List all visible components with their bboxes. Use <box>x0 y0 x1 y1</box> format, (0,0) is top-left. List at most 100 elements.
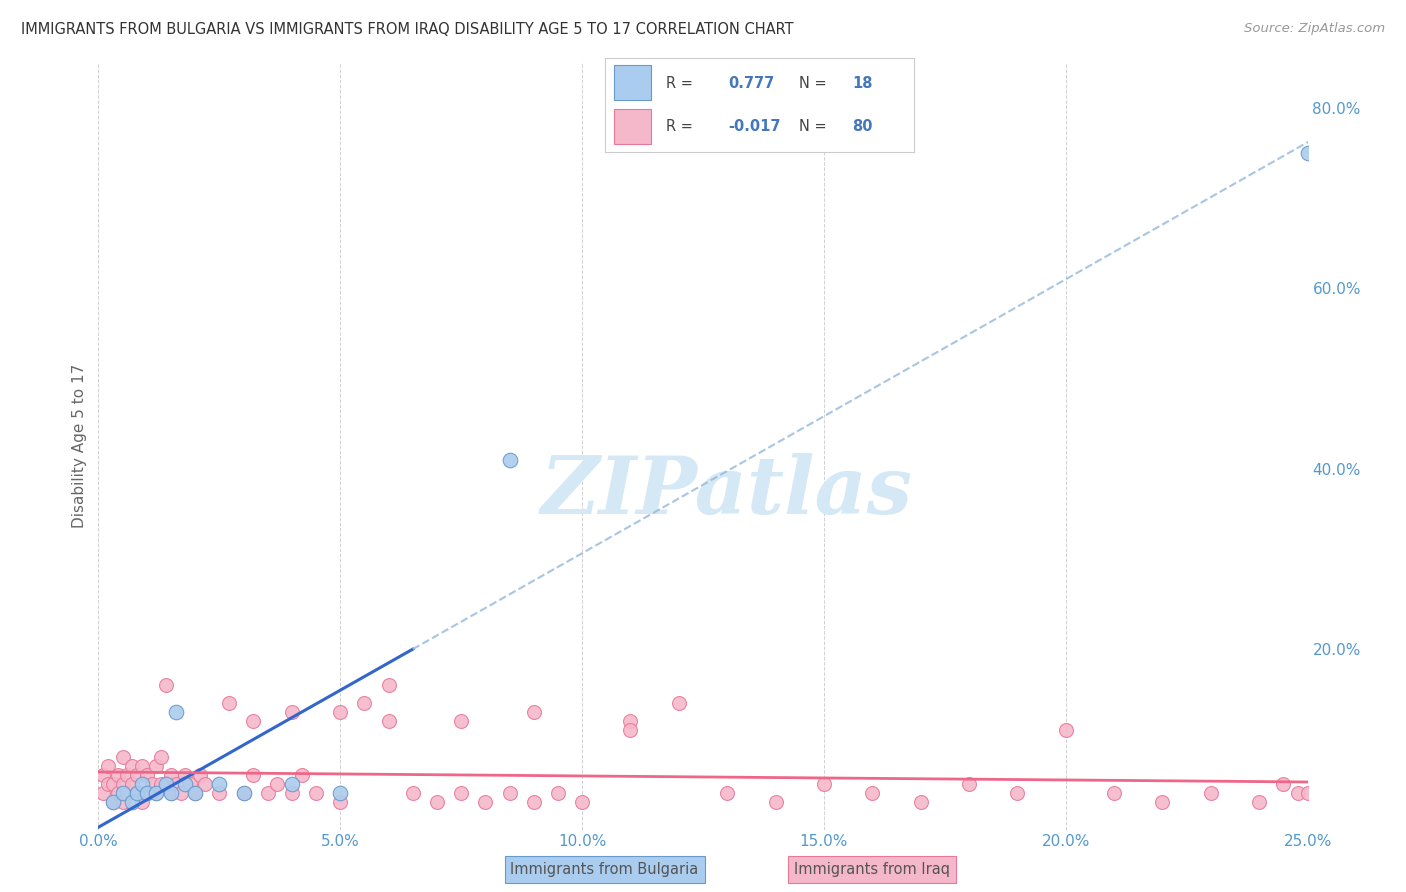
Text: Immigrants from Bulgaria: Immigrants from Bulgaria <box>510 863 699 877</box>
Point <box>111 777 134 791</box>
Point <box>121 796 143 810</box>
Point <box>117 768 139 782</box>
Point <box>145 759 167 773</box>
Point <box>194 777 217 791</box>
Point <box>107 787 129 801</box>
Point <box>141 777 163 791</box>
Point <box>111 796 134 810</box>
Point <box>179 777 201 791</box>
Point <box>242 714 264 729</box>
Point <box>281 787 304 801</box>
Point <box>165 777 187 791</box>
Text: Source: ZipAtlas.com: Source: ZipAtlas.com <box>1244 22 1385 36</box>
Point <box>150 777 173 791</box>
Point <box>131 777 153 791</box>
Point <box>547 787 569 801</box>
Point <box>127 768 149 782</box>
Point <box>232 787 254 801</box>
Y-axis label: Disability Age 5 to 17: Disability Age 5 to 17 <box>72 364 87 528</box>
Point <box>1199 787 1222 801</box>
Point <box>174 777 197 791</box>
Point <box>155 678 177 692</box>
Point <box>290 768 312 782</box>
Point <box>256 787 278 801</box>
Point <box>165 705 187 719</box>
Point <box>523 705 546 719</box>
Point <box>813 777 835 791</box>
Point <box>97 777 120 791</box>
Point <box>111 750 134 764</box>
Point <box>107 768 129 782</box>
Point <box>127 787 149 801</box>
Point <box>174 768 197 782</box>
Text: 80: 80 <box>852 119 873 134</box>
Point <box>668 696 690 710</box>
Point <box>329 796 352 810</box>
Point <box>523 796 546 810</box>
Text: IMMIGRANTS FROM BULGARIA VS IMMIGRANTS FROM IRAQ DISABILITY AGE 5 TO 17 CORRELAT: IMMIGRANTS FROM BULGARIA VS IMMIGRANTS F… <box>21 22 794 37</box>
Point <box>450 787 472 801</box>
Text: N =: N = <box>800 76 827 91</box>
Point <box>145 787 167 801</box>
Point <box>160 787 183 801</box>
Point <box>160 787 183 801</box>
Point <box>329 705 352 719</box>
Point <box>101 777 124 791</box>
Point <box>353 696 375 710</box>
Text: Immigrants from Iraq: Immigrants from Iraq <box>794 863 949 877</box>
Point <box>145 787 167 801</box>
Point <box>1296 145 1319 160</box>
Point <box>232 787 254 801</box>
Point <box>402 787 425 801</box>
Point <box>135 768 157 782</box>
Point <box>111 787 134 801</box>
Point <box>135 787 157 801</box>
Point <box>498 787 520 801</box>
Point <box>127 787 149 801</box>
Point <box>498 452 520 467</box>
Point <box>101 796 124 810</box>
Text: 18: 18 <box>852 76 873 91</box>
Point <box>208 787 231 801</box>
Text: R =: R = <box>666 76 693 91</box>
Point <box>155 777 177 791</box>
Point <box>329 787 352 801</box>
Point <box>281 777 304 791</box>
Text: N =: N = <box>800 119 827 134</box>
Point <box>131 796 153 810</box>
Point <box>305 787 328 801</box>
Point <box>184 787 207 801</box>
Point <box>169 787 191 801</box>
Point <box>377 714 399 729</box>
Bar <box>614 109 651 145</box>
Text: -0.017: -0.017 <box>728 119 780 134</box>
Point <box>619 714 641 729</box>
Point <box>131 759 153 773</box>
Point <box>208 777 231 791</box>
Point <box>910 796 932 810</box>
Point <box>184 787 207 801</box>
Point <box>281 705 304 719</box>
Point <box>266 777 288 791</box>
Point <box>619 723 641 738</box>
Point <box>91 787 114 801</box>
Point <box>150 750 173 764</box>
Point <box>474 796 496 810</box>
Point <box>957 777 980 791</box>
Point <box>377 678 399 692</box>
Point <box>188 768 211 782</box>
Point <box>716 787 738 801</box>
Point <box>1286 787 1309 801</box>
Text: ZIPatlas: ZIPatlas <box>541 453 914 531</box>
Point <box>571 796 593 810</box>
Point <box>242 768 264 782</box>
Point <box>121 777 143 791</box>
Point <box>117 787 139 801</box>
Text: R =: R = <box>666 119 693 134</box>
Point <box>1249 796 1271 810</box>
Point <box>860 787 883 801</box>
Point <box>1102 787 1125 801</box>
Point <box>1296 787 1319 801</box>
Point <box>101 796 124 810</box>
Point <box>1272 777 1295 791</box>
